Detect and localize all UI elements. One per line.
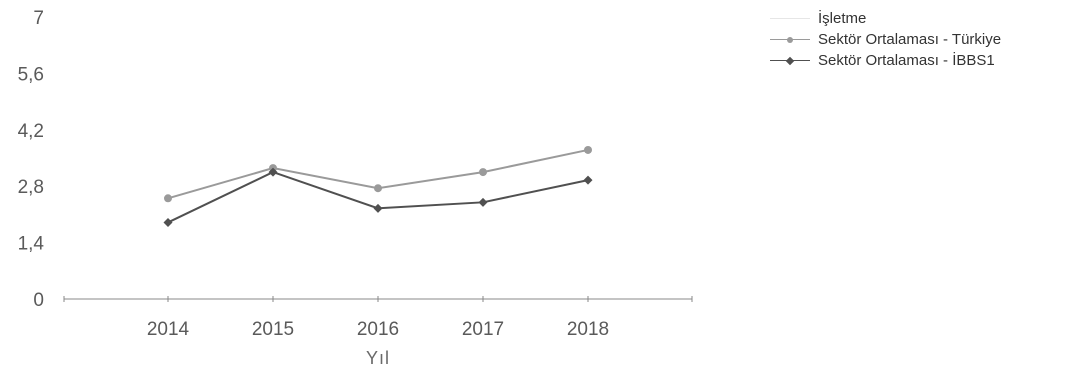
data-point — [268, 167, 278, 177]
legend-swatch-isletme — [770, 13, 810, 25]
legend-label: Sektör Ortalaması - Türkiye — [818, 31, 1002, 48]
x-tick-label: 2014 — [147, 319, 190, 340]
data-point — [373, 203, 383, 213]
series-layer — [163, 145, 593, 227]
legend-item-isletme: İşletme — [770, 8, 1001, 29]
data-point — [374, 184, 382, 193]
legend-swatch-turkiye — [770, 34, 810, 46]
legend-label: İşletme — [818, 10, 867, 27]
series-1 — [164, 145, 592, 203]
data-point — [479, 168, 487, 177]
y-tick-label: 4,2 — [18, 121, 44, 142]
y-tick-label: 5,6 — [18, 64, 44, 85]
y-tick-label: 7 — [33, 8, 44, 29]
y-tick-label: 1,4 — [18, 234, 45, 255]
x-tick-label: 2017 — [462, 319, 504, 340]
x-tick-label: 2015 — [252, 319, 294, 340]
series-2 — [163, 167, 593, 227]
x-axis-ticks: 2014 2015 2016 2017 2018 — [63, 296, 693, 340]
legend-swatch-ibbs1 — [770, 55, 810, 67]
legend-label: Sektör Ortalaması - İBBS1 — [818, 52, 995, 69]
legend-item-ibbs1: Sektör Ortalaması - İBBS1 — [770, 50, 1001, 71]
y-tick-label: 2,8 — [18, 177, 44, 198]
data-point — [584, 145, 592, 154]
data-point — [164, 194, 172, 203]
legend-item-turkiye: Sektör Ortalaması - Türkiye — [770, 29, 1001, 50]
x-tick-label: 2018 — [567, 319, 609, 340]
data-point — [163, 217, 173, 227]
x-axis-title: Yıl — [366, 348, 390, 368]
data-point — [478, 197, 488, 207]
x-tick-label: 2016 — [357, 319, 399, 340]
y-axis-ticks: 0 1,4 2,8 4,2 5,6 7 — [18, 8, 45, 311]
legend: İşletme Sektör Ortalaması - Türkiye Sekt… — [770, 8, 1001, 71]
y-tick-label: 0 — [33, 290, 44, 311]
data-point — [583, 175, 593, 185]
